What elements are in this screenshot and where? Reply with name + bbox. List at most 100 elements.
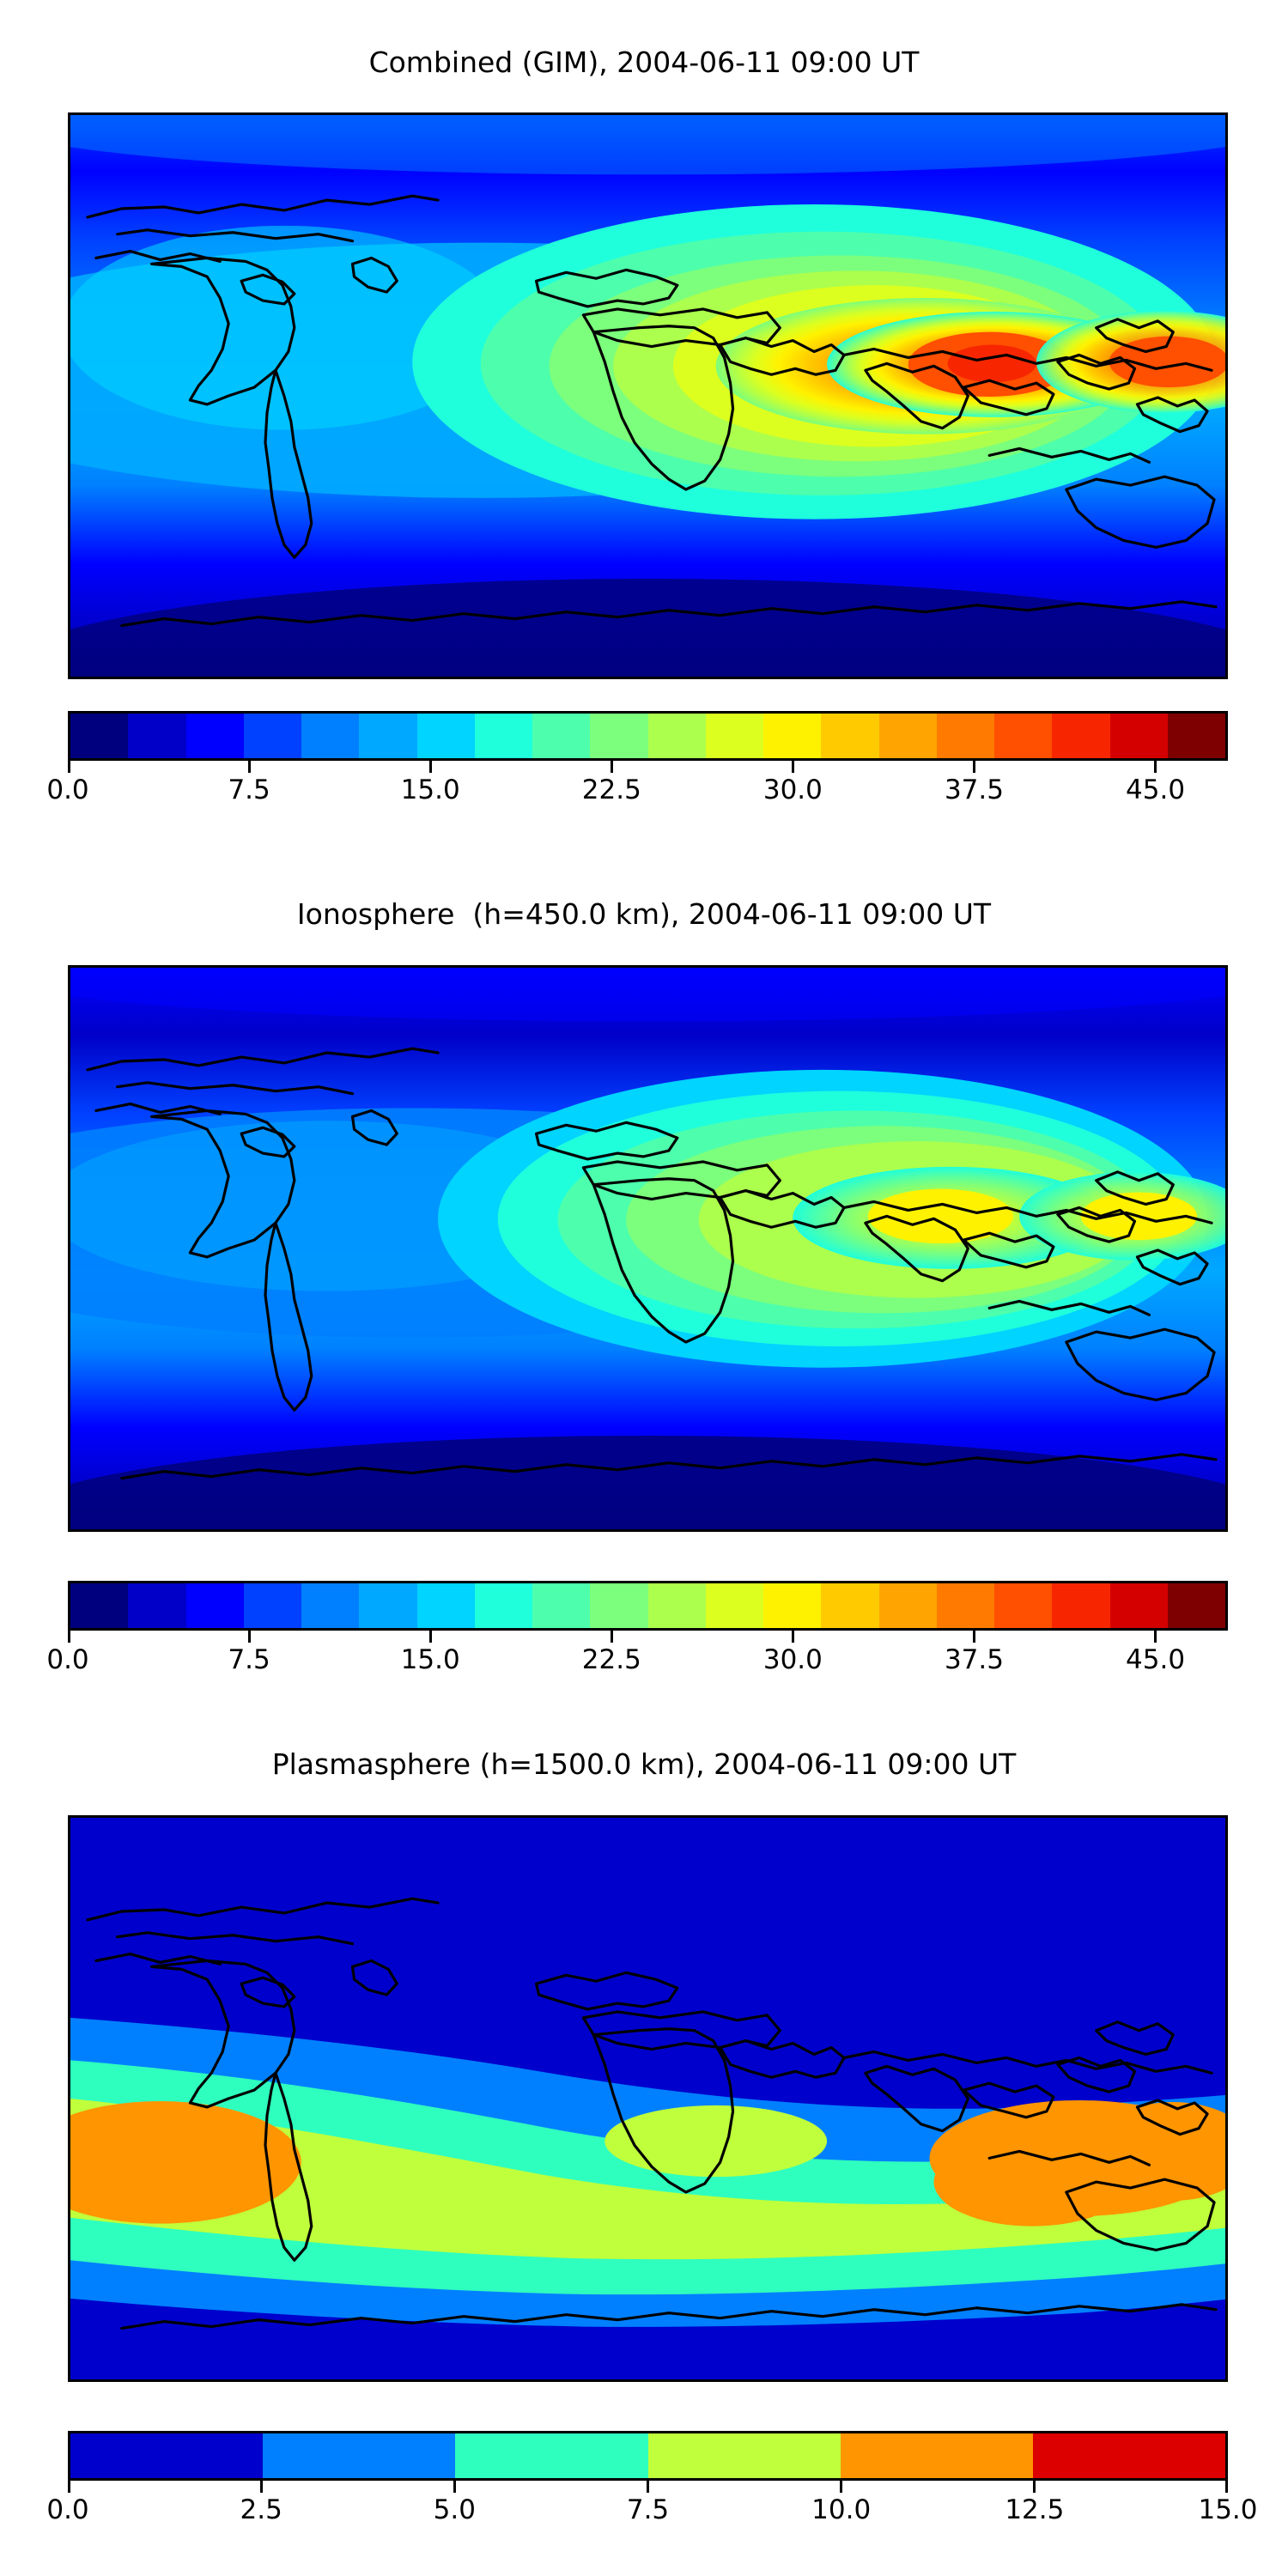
colorbar-tick-6 [1154, 1631, 1157, 1643]
colorbar-tick-label-2: 15.0 [400, 775, 460, 805]
map-plasmasphere [68, 1815, 1228, 2382]
colorbar-tick-6 [1154, 761, 1157, 773]
colorbar-tick-label-0: 0.0 [46, 775, 89, 805]
colorbar-ticks-combined-gim [68, 761, 1228, 773]
colorbar-swatch-7 [474, 1583, 532, 1628]
colorbar-swatch-2 [455, 2433, 648, 2478]
colorbar-swatch-3 [243, 1583, 301, 1628]
map-canvas-plasmasphere [70, 1818, 1225, 2379]
colorbar-tick-label-2: 15.0 [400, 1644, 460, 1675]
colorbar-tick-label-5: 37.5 [944, 775, 1004, 805]
colorbar-swatch-5 [1032, 2433, 1226, 2478]
colorbar-swatch-9 [590, 714, 648, 758]
colorbar-tick-label-5: 37.5 [944, 1644, 1004, 1675]
colorbar-swatch-2 [185, 714, 244, 758]
colorbar-swatch-5 [359, 714, 417, 758]
map-combined-gim [68, 112, 1228, 679]
map-canvas-ionosphere [70, 968, 1225, 1529]
colorbar-combined-gim: 0.0 7.5 15.0 22.5 30.0 37.5 45.0 [46, 711, 1228, 814]
colorbar-swatch-18 [1109, 714, 1168, 758]
colorbar-swatch-16 [994, 714, 1053, 758]
colorbar-swatch-0 [70, 714, 129, 758]
coastlines [86, 194, 1218, 628]
colorbar-tick-1 [259, 2481, 263, 2493]
colorbar-tick-0 [68, 761, 70, 773]
colorbar-swatch-13 [821, 714, 879, 758]
colorbar-ionosphere: 0.0 7.5 15.0 22.5 30.0 37.5 45.0 [46, 1581, 1228, 1684]
colorbar-swatch-17 [1052, 714, 1110, 758]
colorbar-swatch-7 [474, 714, 532, 758]
colorbar-tick-3 [610, 1631, 613, 1643]
colorbar-tick-label-4: 30.0 [762, 775, 823, 805]
colorbar-swatch-16 [994, 1583, 1053, 1628]
colorbar-tick-label-4: 30.0 [762, 1644, 823, 1675]
colorbar-swatch-6 [416, 1583, 475, 1628]
colorbar-tick-label-0: 0.0 [46, 2494, 89, 2525]
colorbar-swatch-10 [647, 714, 706, 758]
colorbar-swatch-11 [705, 714, 763, 758]
coastlines [86, 1047, 1218, 1480]
map-ionosphere [68, 965, 1228, 1532]
colorbar-swatch-9 [590, 1583, 648, 1628]
colorbar-ticks-ionosphere [68, 1631, 1228, 1643]
colorbar-swatch-1 [128, 714, 186, 758]
colorbar-tick-label-1: 7.5 [228, 1644, 270, 1675]
colorbar-gradient-plasmasphere [68, 2431, 1228, 2481]
colorbar-tick-4 [840, 2481, 843, 2493]
colorbar-swatch-2 [185, 1583, 244, 1628]
colorbar-swatch-3 [647, 2433, 841, 2478]
colorbar-swatch-0 [70, 2433, 264, 2478]
colorbar-swatch-6 [416, 714, 475, 758]
colorbar-tick-6 [1225, 2481, 1228, 2493]
colorbar-tick-label-6: 45.0 [1126, 1644, 1186, 1675]
colorbar-tick-label-3: 7.5 [626, 2494, 670, 2525]
colorbar-swatch-8 [532, 714, 591, 758]
colorbar-tick-label-3: 22.5 [581, 775, 641, 805]
colorbar-swatch-12 [763, 714, 822, 758]
colorbar-tick-2 [453, 2481, 456, 2493]
colorbar-tick-5 [1033, 2481, 1036, 2493]
panel-plasmasphere: Plasmasphere (h=1500.0 km), 2004-06-11 0… [0, 1728, 1288, 2576]
colorbar-swatch-3 [243, 714, 301, 758]
colorbar-labels-plasmasphere: 0.0 2.5 5.0 7.5 10.0 12.5 15.0 [46, 2494, 1257, 2529]
colorbar-tick-label-0: 0.0 [46, 1644, 89, 1675]
colorbar-tick-label-2: 5.0 [433, 2494, 476, 2525]
colorbar-swatch-19 [1167, 1583, 1225, 1628]
colorbar-swatch-5 [359, 1583, 417, 1628]
colorbar-labels-ionosphere: 0.0 7.5 15.0 22.5 30.0 37.5 45.0 [46, 1644, 1228, 1679]
colorbar-tick-1 [247, 1631, 251, 1643]
colorbar-tick-0 [68, 1631, 70, 1643]
panel-combined-gim: Combined (GIM), 2004-06-11 09:00 UT [0, 0, 1288, 859]
colorbar-tick-4 [791, 761, 794, 773]
colorbar-labels-combined-gim: 0.0 7.5 15.0 22.5 30.0 37.5 45.0 [46, 775, 1228, 809]
colorbar-tick-label-3: 22.5 [581, 1644, 641, 1675]
colorbar-tick-label-4: 10.0 [811, 2494, 872, 2525]
colorbar-swatch-11 [705, 1583, 763, 1628]
colorbar-tick-1 [247, 761, 251, 773]
colorbar-swatch-10 [647, 1583, 706, 1628]
colorbar-swatch-12 [763, 1583, 822, 1628]
colorbar-swatch-14 [878, 1583, 937, 1628]
map-canvas-combined-gim [70, 115, 1225, 677]
panel-title-ionosphere: Ionosphere (h=450.0 km), 2004-06-11 09:0… [296, 897, 992, 931]
colorbar-tick-label-6: 15.0 [1198, 2494, 1258, 2525]
colorbar-swatch-8 [532, 1583, 591, 1628]
colorbar-tick-2 [428, 1631, 432, 1643]
coastlines [86, 1897, 1218, 2330]
colorbar-tick-label-1: 7.5 [228, 775, 270, 805]
colorbar-swatch-13 [821, 1583, 879, 1628]
colorbar-swatch-19 [1167, 714, 1225, 758]
panel-title-combined-gim: Combined (GIM), 2004-06-11 09:00 UT [368, 46, 920, 79]
colorbar-swatch-17 [1052, 1583, 1110, 1628]
colorbar-swatch-18 [1109, 1583, 1168, 1628]
colorbar-tick-0 [68, 2481, 70, 2493]
colorbar-tick-3 [647, 2481, 649, 2493]
colorbar-tick-4 [791, 1631, 794, 1643]
colorbar-swatch-14 [878, 714, 937, 758]
colorbar-swatch-4 [301, 1583, 360, 1628]
colorbar-tick-label-1: 2.5 [240, 2494, 283, 2525]
colorbar-gradient-combined-gim [68, 711, 1228, 761]
colorbar-swatch-1 [263, 2433, 456, 2478]
colorbar-swatch-1 [128, 1583, 186, 1628]
